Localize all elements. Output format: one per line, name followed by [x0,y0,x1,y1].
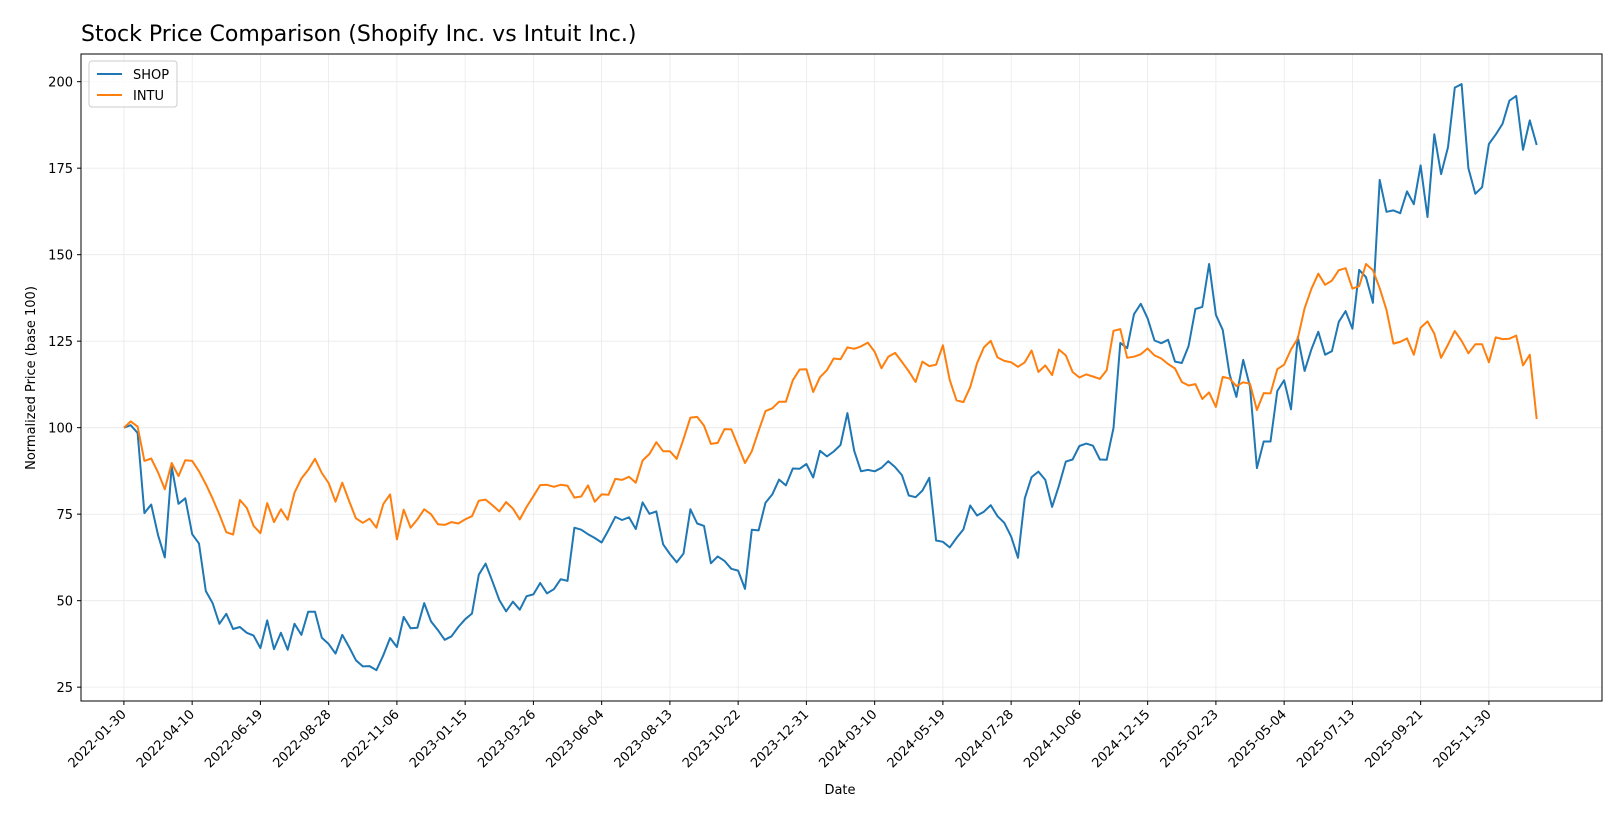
y-tick-label: 75 [56,508,73,523]
y-tick-label: 50 [56,595,73,610]
legend: SHOP INTU [88,60,178,108]
chart-title: Stock Price Comparison (Shopify Inc. vs … [81,22,636,47]
y-tick-label: 25 [56,681,73,696]
y-tick-label: 150 [48,249,73,264]
y-tick-label: 175 [48,162,73,177]
series-lines [123,83,1538,672]
y-tick-label: 200 [48,76,73,91]
y-tick-label: 125 [48,335,73,350]
plot-area-frame [80,53,1603,702]
grid-lines [81,54,1602,701]
legend-label-shop: SHOP [133,68,169,83]
series-line-shop [123,83,1538,672]
y-axis-title: Normalized Price (base 100) [24,286,39,470]
x-axis-title: Date [824,783,855,798]
y-axis: 25 50 75 100 125 150 175 200 [48,76,81,696]
legend-label-intu: INTU [133,89,164,104]
series-line-intu [123,263,1538,541]
y-tick-label: 100 [48,422,73,437]
